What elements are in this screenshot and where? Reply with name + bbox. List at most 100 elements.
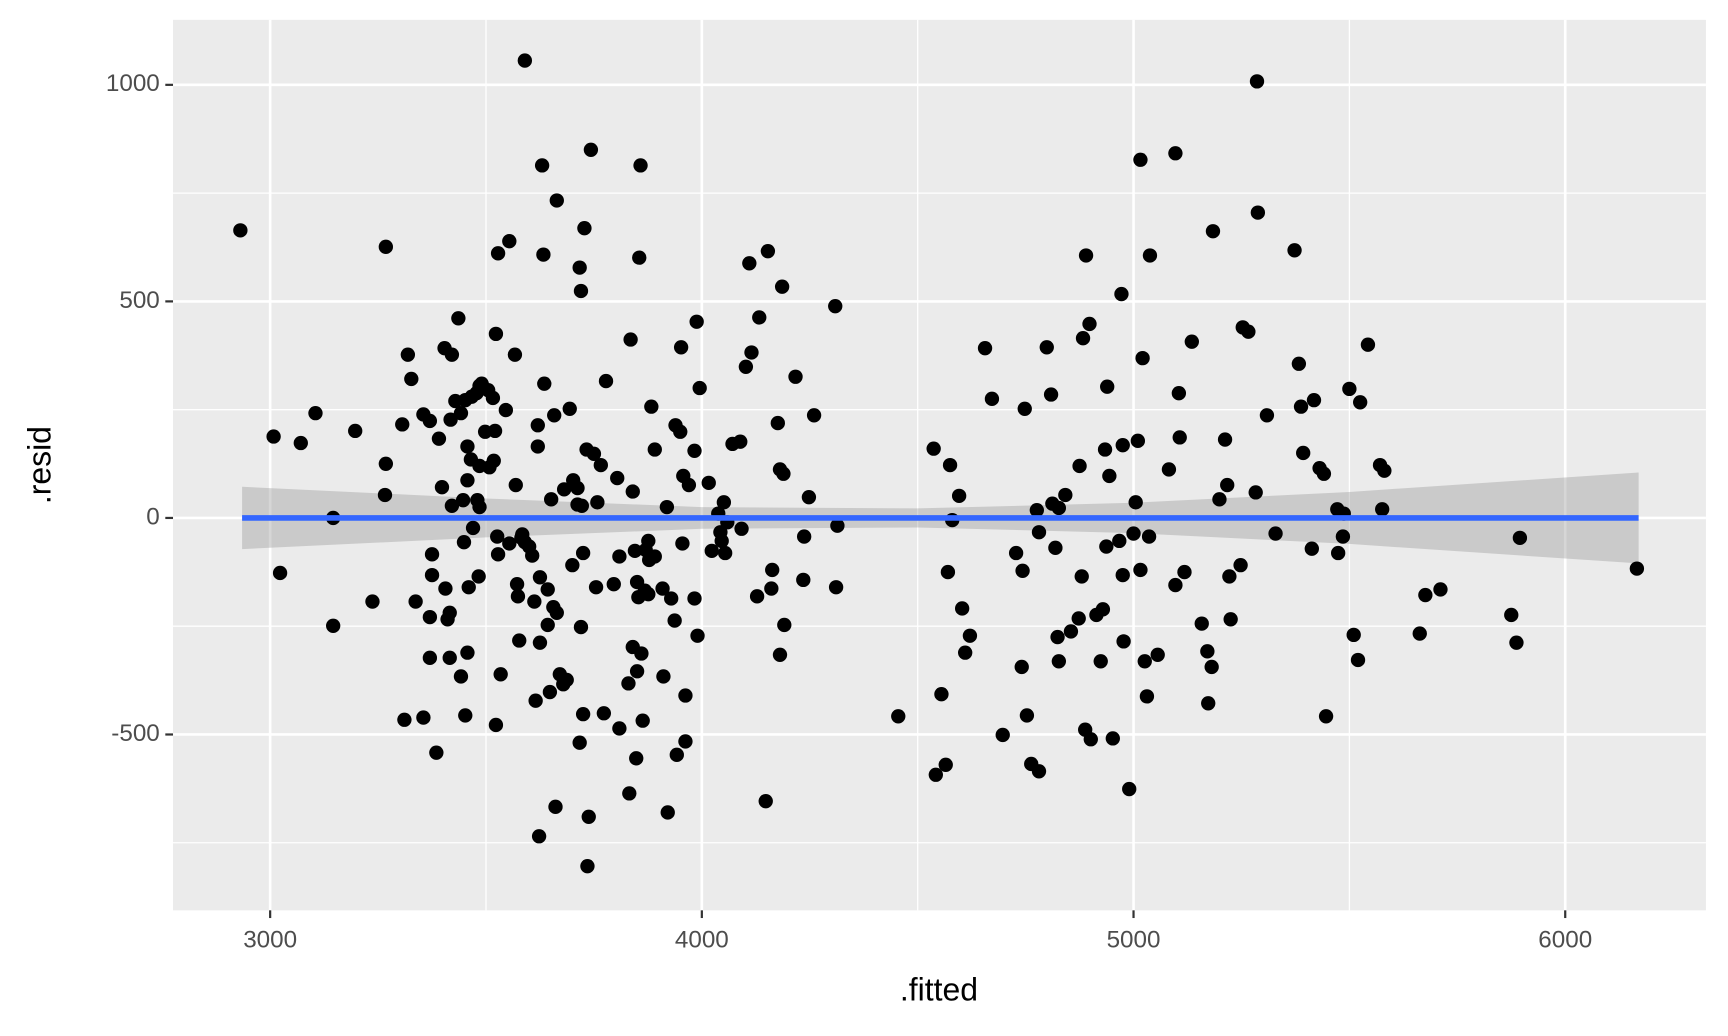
point [673,340,689,355]
point [1217,432,1233,447]
point [716,495,732,510]
point [675,536,690,551]
point [408,594,423,609]
point [429,745,444,760]
point [995,727,1010,743]
point [704,543,719,559]
point [1031,525,1047,540]
point [416,710,431,725]
point [788,369,803,384]
point [621,676,636,691]
point [777,617,792,633]
point [1095,602,1111,617]
point [532,635,548,650]
point [1200,644,1215,659]
point [1249,74,1265,89]
point [673,424,688,439]
point [1168,146,1183,161]
point [326,618,341,633]
point [598,373,614,389]
point [424,547,440,562]
point [1019,708,1035,723]
point [596,706,612,721]
point [577,221,592,236]
point [565,557,580,573]
point [660,805,675,820]
point [629,751,644,766]
point [1184,334,1199,349]
point [622,786,637,801]
y-tick-label: 500 [119,287,159,314]
point [1083,732,1098,747]
point [559,672,574,688]
point [1629,561,1645,576]
point [485,390,501,406]
point [752,310,767,325]
point [308,405,323,421]
point [774,279,790,294]
point [1250,205,1266,220]
point [536,247,551,262]
y-axis-title: .resid [21,426,57,504]
point [442,650,457,665]
point [1504,607,1519,623]
point [490,529,505,544]
point [453,405,469,421]
point [1177,564,1192,580]
point [1171,386,1187,401]
point [1015,563,1030,578]
point [460,473,475,488]
point [1268,526,1283,541]
point [641,587,656,602]
point [1115,438,1130,453]
point [548,799,563,814]
point [954,601,970,616]
point [1130,433,1146,449]
point [612,721,627,736]
point [508,477,523,493]
point [1137,654,1152,669]
grid [173,19,1706,911]
point [678,688,693,703]
point [656,669,671,684]
point [471,569,486,584]
point [493,667,508,682]
point [573,283,589,299]
point [942,457,958,473]
point [549,193,564,208]
point [612,549,627,564]
point [444,347,460,362]
point [490,246,506,261]
point [1512,530,1528,546]
point [1350,652,1366,668]
point [1318,709,1334,724]
point [770,415,785,431]
point [1291,356,1307,371]
point [1099,539,1114,554]
point [681,477,697,493]
point [1097,442,1113,457]
point [1139,689,1155,704]
point [1418,587,1433,603]
point [532,570,548,585]
point [460,439,475,454]
point [644,399,659,414]
point [1201,696,1216,711]
point [758,794,773,809]
point [1316,466,1332,481]
point [378,456,394,471]
point [1074,569,1089,584]
point [1126,526,1141,541]
point [1223,612,1238,627]
x-tick-label: 6000 [1538,927,1592,954]
point [517,53,533,68]
point [272,565,288,581]
point [760,243,776,259]
x-tick-label: 3000 [243,927,297,954]
point [891,709,906,724]
point [588,580,604,595]
point [1133,562,1148,578]
point [776,466,791,481]
point [575,545,591,561]
